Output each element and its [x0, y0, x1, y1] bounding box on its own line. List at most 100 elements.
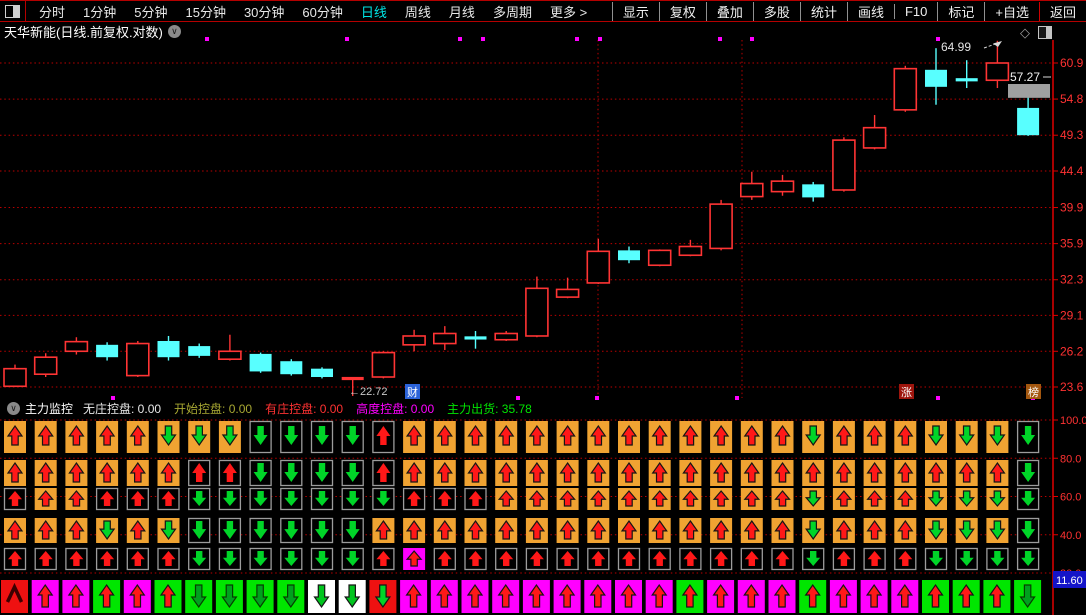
up-arrow-icon — [6, 461, 24, 483]
event-badge — [899, 384, 914, 399]
up-arrow-icon — [436, 583, 453, 608]
up-arrow-icon — [651, 583, 668, 608]
legend-item-3: 高度控盘: 0.00 — [356, 402, 435, 416]
candle-15 — [432, 332, 457, 345]
up-arrow-icon — [98, 424, 116, 446]
menu-item-tool-7[interactable]: 标记 — [937, 1, 984, 21]
up-arrow-icon — [161, 551, 176, 566]
signal-dot — [750, 37, 754, 41]
menu-item-period-10[interactable]: 更多 > — [549, 4, 588, 20]
down-arrow-icon — [315, 426, 329, 445]
candle-5 — [126, 342, 150, 377]
up-arrow-icon — [8, 551, 22, 566]
up-arrow-icon — [774, 519, 791, 540]
signal-dot — [718, 37, 722, 41]
up-arrow-icon — [528, 461, 546, 483]
down-arrow-icon — [190, 584, 207, 609]
up-arrow-icon — [805, 461, 822, 483]
label: 57.27 — [1010, 70, 1040, 84]
down-arrow-icon — [927, 520, 945, 541]
indicator-collapse-icon[interactable]: ∨ — [7, 402, 20, 415]
up-arrow-icon — [835, 461, 853, 483]
menu-item-period-3[interactable]: 15分钟 — [185, 4, 226, 20]
menu-item-tool-6[interactable]: F10 — [893, 3, 937, 19]
indicator-name[interactable]: 主力监控 — [25, 402, 74, 416]
window-split-icon[interactable] — [5, 4, 20, 18]
menu-item-period-1[interactable]: 1分钟 — [83, 4, 117, 20]
event-badge — [1026, 384, 1041, 399]
up-arrow-icon — [835, 519, 853, 540]
down-arrow-icon — [160, 425, 177, 447]
down-arrow-icon — [315, 521, 329, 539]
up-arrow-icon — [590, 461, 607, 483]
current-value-badge — [1053, 571, 1086, 588]
candle-34 — [1017, 107, 1040, 136]
down-arrow-icon — [374, 584, 392, 609]
label: 11.60 — [1056, 575, 1083, 587]
candle-6 — [157, 341, 180, 358]
menu-item-tool-5[interactable]: 画线 — [846, 1, 894, 21]
menu-item-tool-2[interactable]: 叠加 — [705, 1, 753, 21]
pane-layout-icon[interactable] — [1038, 26, 1052, 39]
label: 40.0 — [1060, 530, 1081, 542]
candle-21 — [618, 250, 640, 261]
down-arrow-icon — [253, 426, 268, 445]
up-arrow-icon — [620, 461, 638, 483]
label: 60.9 — [1060, 56, 1084, 70]
menu-item-tool-3[interactable]: 多股 — [752, 1, 800, 21]
label: 29.1 — [1060, 308, 1084, 322]
label: 财 — [407, 385, 418, 399]
signal-dot — [936, 396, 940, 400]
label: 榜 — [1028, 385, 1039, 399]
signal-dot — [735, 396, 739, 400]
menu-item-tool-4[interactable]: 统计 — [799, 1, 847, 21]
down-arrow-icon — [805, 520, 822, 541]
candle-16 — [464, 336, 487, 340]
menu-item-tool-1[interactable]: 复权 — [658, 1, 706, 21]
up-arrow-icon — [468, 491, 483, 506]
down-arrow-icon — [222, 491, 237, 506]
down-arrow-icon — [345, 551, 360, 566]
up-arrow-icon — [498, 424, 515, 446]
up-arrow-icon — [67, 583, 85, 608]
titlebar: 天华新能(日线.前复权.对数) ∨ ◇ — [0, 22, 1086, 40]
up-arrow-icon — [897, 490, 914, 507]
menu-item-period-7[interactable]: 周线 — [404, 4, 431, 20]
up-arrow-icon — [866, 424, 883, 446]
up-arrow-icon — [405, 583, 422, 608]
up-arrow-icon — [100, 551, 115, 566]
up-arrow-icon — [37, 490, 54, 507]
up-arrow-icon — [129, 519, 146, 540]
menu-item-tool-0[interactable]: 显示 — [611, 1, 659, 21]
signal-dot — [575, 37, 579, 41]
down-arrow-icon — [345, 463, 360, 482]
menu-item-period-8[interactable]: 月线 — [448, 4, 475, 20]
candle-19 — [555, 288, 580, 298]
up-arrow-icon — [6, 519, 24, 540]
diamond-icon[interactable]: ◇ — [1020, 25, 1030, 40]
up-arrow-icon — [591, 551, 606, 566]
up-arrow-icon — [804, 583, 821, 608]
up-arrow-icon — [743, 461, 760, 483]
menu-item-period-9[interactable]: 多周期 — [492, 4, 532, 20]
label: 26.2 — [1060, 344, 1084, 358]
menu-item-period-4[interactable]: 30分钟 — [243, 4, 285, 20]
down-arrow-icon — [191, 425, 208, 447]
up-arrow-icon — [743, 490, 761, 507]
up-arrow-icon — [620, 490, 638, 507]
menu-item-tool-8[interactable]: +自选 — [984, 1, 1039, 21]
menu-item-period-5[interactable]: 60分钟 — [302, 4, 343, 20]
up-arrow-icon — [405, 550, 423, 567]
down-arrow-icon — [959, 551, 974, 566]
menu-item-period-6[interactable]: 日线 — [360, 4, 387, 20]
menu-item-period-2[interactable]: 5分钟 — [134, 4, 168, 20]
candle-29 — [862, 126, 887, 149]
up-arrow-icon — [866, 461, 883, 483]
chevron-down-icon[interactable]: ∨ — [167, 24, 181, 38]
menu-item-tool-9[interactable]: 返回 — [1038, 1, 1086, 21]
down-arrow-icon — [958, 520, 975, 541]
up-arrow-icon — [560, 551, 575, 566]
menu-item-period-0[interactable]: 分时 — [39, 4, 66, 20]
up-arrow-icon — [682, 424, 699, 446]
down-arrow-icon — [253, 491, 268, 506]
